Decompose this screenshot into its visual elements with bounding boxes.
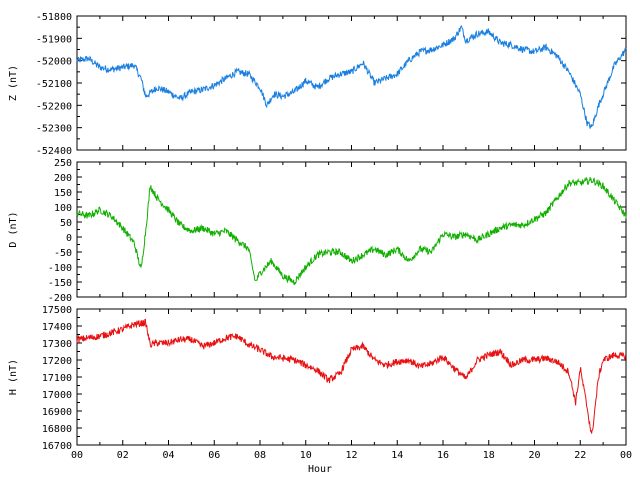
x-tick-label: 06 bbox=[208, 450, 220, 461]
y-tick-label: 0 bbox=[66, 233, 72, 244]
x-tick-label: 22 bbox=[574, 450, 586, 461]
y-axis-label: Z (nT) bbox=[8, 65, 19, 101]
x-tick-label: 20 bbox=[528, 450, 540, 461]
panel-frame bbox=[76, 161, 627, 298]
y-tick-label: -100 bbox=[48, 263, 72, 274]
series-line bbox=[76, 176, 627, 285]
x-tick-label: 00 bbox=[620, 450, 632, 461]
y-tick-label: 250 bbox=[54, 158, 72, 169]
y-tick-label: -52100 bbox=[36, 79, 72, 90]
y-tick-label: -52200 bbox=[36, 101, 72, 112]
y-axis-label: H (nT) bbox=[8, 359, 19, 395]
y-tick-label: -51800 bbox=[36, 12, 72, 23]
y-tick-label: 17400 bbox=[42, 322, 72, 333]
x-tick-label: 16 bbox=[437, 450, 449, 461]
y-tick-label: 17100 bbox=[42, 373, 72, 384]
x-tick-label: 02 bbox=[117, 450, 129, 461]
panel-frame bbox=[76, 308, 627, 446]
x-tick-label: 00 bbox=[71, 450, 83, 461]
y-tick-label: -52400 bbox=[36, 146, 72, 157]
x-tick-label: 04 bbox=[162, 450, 174, 461]
x-axis-label: Hour bbox=[308, 464, 332, 475]
y-tick-label: 16800 bbox=[42, 424, 72, 435]
y-tick-label: 100 bbox=[54, 203, 72, 214]
y-tick-label: 150 bbox=[54, 188, 72, 199]
panel-frame bbox=[76, 15, 627, 151]
y-tick-label: 50 bbox=[60, 218, 72, 229]
x-tick-label: 10 bbox=[300, 450, 312, 461]
y-tick-label: 16700 bbox=[42, 441, 72, 452]
series-line bbox=[76, 318, 626, 434]
x-tick-label: 18 bbox=[483, 450, 495, 461]
y-tick-label: 17500 bbox=[42, 305, 72, 316]
y-tick-label: 16900 bbox=[42, 407, 72, 418]
x-tick-label: 08 bbox=[254, 450, 266, 461]
series-line bbox=[76, 25, 627, 129]
y-tick-label: -52300 bbox=[36, 124, 72, 135]
y-tick-label: -50 bbox=[54, 248, 72, 259]
y-tick-label: 17300 bbox=[42, 339, 72, 350]
y-tick-label: -150 bbox=[48, 278, 72, 289]
y-axis-label: D (nT) bbox=[8, 211, 19, 247]
y-tick-label: -51900 bbox=[36, 34, 72, 45]
x-tick-label: 12 bbox=[345, 450, 357, 461]
y-tick-label: 17200 bbox=[42, 356, 72, 367]
y-tick-label: -200 bbox=[48, 293, 72, 304]
y-tick-label: 17000 bbox=[42, 390, 72, 401]
y-tick-label: -52000 bbox=[36, 57, 72, 68]
x-tick-label: 14 bbox=[391, 450, 403, 461]
y-tick-label: 200 bbox=[54, 173, 72, 184]
